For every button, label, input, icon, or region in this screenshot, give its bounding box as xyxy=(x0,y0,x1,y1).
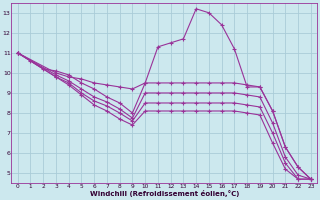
X-axis label: Windchill (Refroidissement éolien,°C): Windchill (Refroidissement éolien,°C) xyxy=(90,190,239,197)
